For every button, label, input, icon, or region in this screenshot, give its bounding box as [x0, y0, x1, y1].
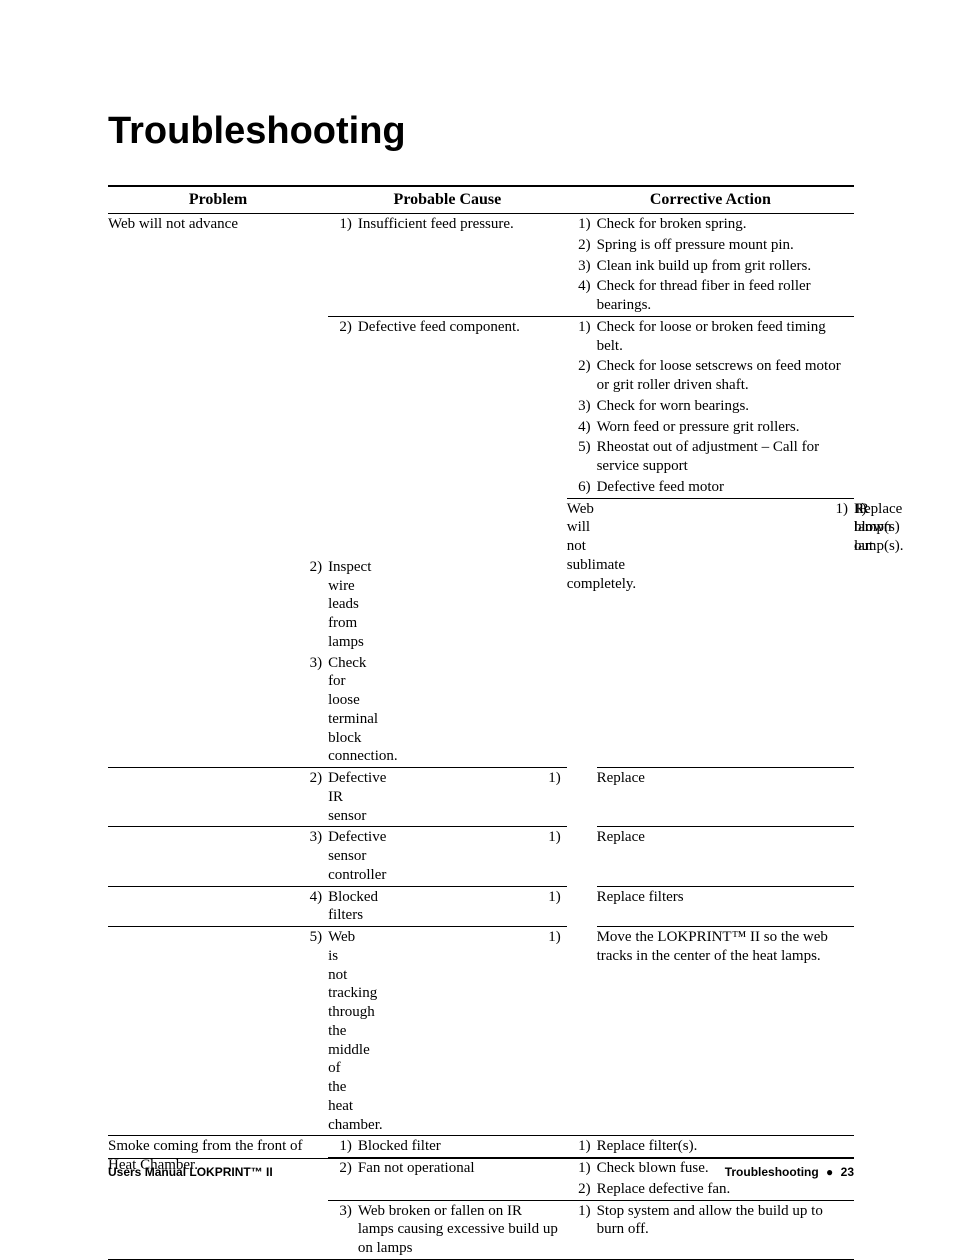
cause-num: 2): [108, 768, 328, 827]
action-cell: Check for loose terminal block connectio…: [328, 653, 358, 768]
action-cell: Stop system and allow the build up to bu…: [597, 1200, 854, 1259]
cause-num: 3): [328, 1200, 358, 1259]
table-row: Web will not advance 1) Insufficient fee…: [108, 214, 854, 235]
action-num: 1): [567, 1200, 597, 1259]
action-cell: Replace filters: [597, 886, 854, 927]
action-num: 2): [567, 235, 597, 256]
footer-bullet: ●: [822, 1165, 837, 1179]
cause-num: 5): [108, 927, 328, 1136]
action-cell: Replace: [597, 768, 854, 827]
page-footer: Users Manual LOKPRINT™ II Troubleshootin…: [108, 1158, 854, 1179]
action-num: 2): [108, 557, 328, 653]
action-cell: Clean ink build up from grit rollers.: [597, 256, 854, 277]
cause-num: 3): [108, 827, 328, 886]
problem-cell: Smoke coming from the front of Heat Cham…: [108, 1136, 328, 1260]
action-cell: Replace filter(s).: [597, 1136, 854, 1158]
action-num: 5): [567, 437, 597, 477]
troubleshooting-table: Problem Probable Cause Corrective Action…: [108, 185, 854, 1260]
cause-num: 1): [328, 214, 358, 317]
cause-cell: Defective sensor controller: [328, 827, 358, 886]
action-num: 1): [358, 927, 567, 1136]
col-action: Corrective Action: [567, 186, 854, 214]
action-num: 2): [567, 356, 597, 396]
cause-cell: Defective feed component.: [358, 316, 567, 557]
cause-cell: Blocked filter: [358, 1136, 567, 1158]
footer-section: Troubleshooting: [725, 1165, 819, 1179]
col-cause: Probable Cause: [328, 186, 567, 214]
cause-num: 2): [328, 316, 358, 557]
action-cell: Replace defective fan.: [597, 1179, 854, 1200]
col-problem: Problem: [108, 186, 328, 214]
page-title: Troubleshooting: [108, 110, 854, 153]
action-num: 1): [358, 886, 567, 927]
action-cell: Check for thread fiber in feed roller be…: [597, 276, 854, 316]
cause-cell: Defective IR sensor: [328, 768, 358, 827]
cause-cell: Blocked filters: [328, 886, 358, 927]
cause-cell: Web is not tracking through the middle o…: [328, 927, 358, 1136]
action-cell: Check for broken spring.: [597, 214, 854, 235]
cause-num: 1): [597, 498, 854, 768]
action-cell: Rheostat out of adjustment – Call for se…: [597, 437, 854, 477]
cause-cell: Insufficient feed pressure.: [358, 214, 567, 317]
table-row: Smoke coming from the front of Heat Cham…: [108, 1136, 854, 1158]
action-cell: Defective feed motor: [597, 477, 854, 498]
footer-right: Troubleshooting ● 23: [725, 1165, 854, 1179]
problem-cell: Web will not advance: [108, 214, 328, 557]
footer-page-number: 23: [841, 1165, 854, 1179]
action-cell: Check for loose or broken feed timing be…: [597, 316, 854, 356]
action-cell: Inspect wire leads from lamps: [328, 557, 358, 653]
action-num: 1): [358, 827, 567, 886]
table-row: 2) Defective IR sensor 1) Replace: [108, 768, 854, 827]
table-row: 3) Defective sensor controller 1) Replac…: [108, 827, 854, 886]
action-num: 1): [567, 1136, 597, 1158]
action-num: 1): [567, 316, 597, 356]
cause-num: 1): [328, 1136, 358, 1158]
problem-cell: Web will not sublimate completely.: [567, 498, 597, 1136]
cause-num: 4): [108, 886, 328, 927]
action-num: 3): [108, 653, 328, 768]
action-num: 6): [567, 477, 597, 498]
action-cell: Move the LOKPRINT™ II so the web tracks …: [597, 927, 854, 1136]
cause-cell: Web broken or fallen on IR lamps causing…: [358, 1200, 567, 1259]
action-num: 1): [358, 768, 567, 827]
action-cell: Spring is off pressure mount pin.: [597, 235, 854, 256]
action-num: 2): [567, 1179, 597, 1200]
action-num: 3): [567, 396, 597, 417]
action-cell: Replace: [597, 827, 854, 886]
action-num: 1): [567, 214, 597, 235]
action-num: 3): [567, 256, 597, 277]
action-num: 4): [567, 276, 597, 316]
table-row: 5) Web is not tracking through the middl…: [108, 927, 854, 1136]
table-row: 4) Blocked filters 1) Replace filters: [108, 886, 854, 927]
action-cell: Worn feed or pressure grit rollers.: [597, 417, 854, 438]
footer-left: Users Manual LOKPRINT™ II: [108, 1165, 273, 1179]
action-cell: Check for loose setscrews on feed motor …: [597, 356, 854, 396]
action-num: 4): [567, 417, 597, 438]
action-cell: Check for worn bearings.: [597, 396, 854, 417]
table-header-row: Problem Probable Cause Corrective Action: [108, 186, 854, 214]
